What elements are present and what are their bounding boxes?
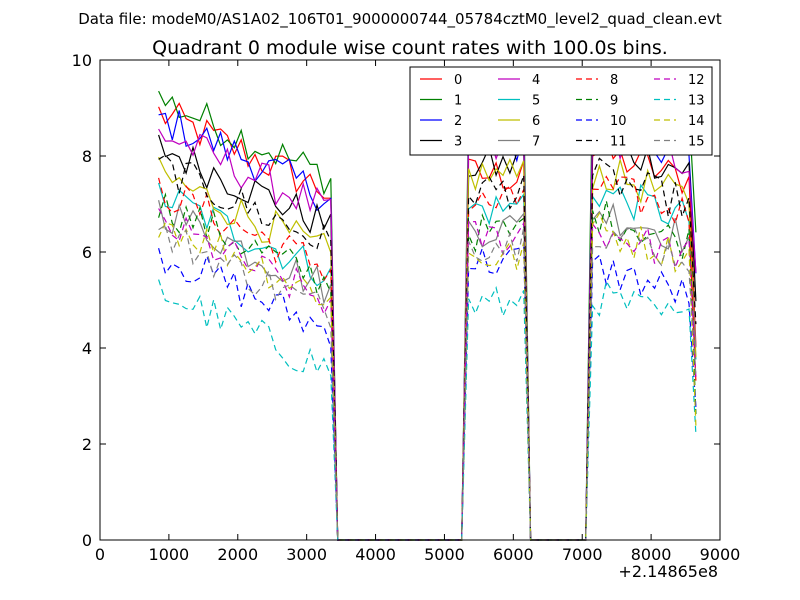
- x-tick-label: 0: [95, 545, 105, 564]
- legend-label-5: 5: [532, 94, 540, 109]
- series-line-8: [158, 175, 697, 541]
- legend-label-4: 4: [532, 73, 540, 88]
- series-line-13: [158, 279, 697, 541]
- legend-label-9: 9: [610, 94, 618, 109]
- y-tick-label: 8: [82, 147, 92, 166]
- legend-label-6: 6: [532, 114, 540, 129]
- legend-label-0: 0: [454, 73, 462, 88]
- legend-box: [409, 66, 713, 156]
- y-tick-label: 10: [72, 51, 92, 70]
- x-tick-label: 2000: [217, 545, 258, 564]
- chart-title: Quadrant 0 module wise count rates with …: [152, 37, 668, 59]
- legend-label-13: 13: [688, 94, 705, 109]
- legend-label-2: 2: [454, 114, 462, 129]
- legend-label-7: 7: [532, 135, 540, 150]
- x-offset-label: +2.14865e8: [618, 562, 718, 581]
- x-tick-label: 9000: [700, 545, 741, 564]
- y-tick-label: 4: [82, 339, 92, 358]
- chart-suptitle: Data file: modeM0/AS1A02_106T01_90000007…: [78, 10, 722, 29]
- x-tick-label: 5000: [424, 545, 465, 564]
- axes-layer: 0 1000 2000 3000 4000 5000 6000 7000 8000 9000 0 2 4…: [72, 51, 741, 564]
- legend-label-15: 15: [688, 135, 705, 150]
- legend-label-1: 1: [454, 94, 462, 109]
- y-tick-label: 0: [82, 531, 92, 550]
- x-tick-label: 1000: [149, 545, 190, 564]
- y-tick-label: 2: [82, 435, 92, 454]
- legend-label-11: 11: [610, 135, 627, 150]
- x-tick-label: 8000: [631, 545, 672, 564]
- x-tick-label: 3000: [286, 545, 327, 564]
- axes-frame: [99, 59, 721, 541]
- legend-label-10: 10: [610, 114, 627, 129]
- legend-label-8: 8: [610, 73, 618, 88]
- legend-label-14: 14: [688, 114, 705, 129]
- x-tick-label: 7000: [562, 545, 603, 564]
- legend-label-3: 3: [454, 135, 462, 150]
- x-tick-label: 4000: [355, 545, 396, 564]
- legend-label-12: 12: [688, 73, 705, 88]
- y-tick-label: 6: [82, 243, 92, 262]
- x-tick-label: 6000: [493, 545, 534, 564]
